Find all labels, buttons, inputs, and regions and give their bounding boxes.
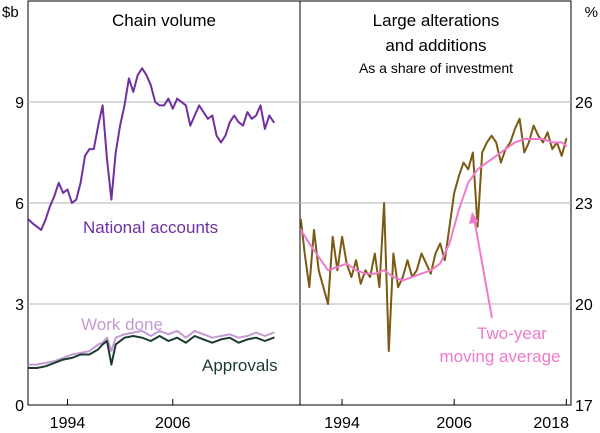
approvals-label: Approvals (202, 356, 278, 375)
right-xtick-2018: 2018 (533, 415, 569, 432)
series-approvals (27, 335, 275, 369)
work-done-label: Work done (81, 315, 163, 334)
national-accounts-label: National accounts (83, 218, 218, 237)
right-panel-title-line2: and additions (385, 36, 486, 55)
series-layer (27, 67, 568, 369)
left-ytick-0: 0 (15, 398, 24, 415)
right-xtick-1994: 1994 (324, 415, 360, 432)
right-xtick-2006: 2006 (436, 415, 472, 432)
left-ytick-3: 3 (15, 297, 24, 314)
moving-average-label-line2: moving average (440, 347, 561, 366)
series-two-year-moving-average (299, 138, 568, 282)
right-ytick-23: 23 (575, 196, 593, 213)
right-ytick-20: 20 (575, 297, 593, 314)
right-ytick-26: 26 (575, 95, 593, 112)
left-ytick-9: 9 (15, 95, 24, 112)
right-panel-title-line1: Large alterations (373, 11, 500, 30)
gridlines (28, 101, 571, 305)
left-xtick-1994: 1994 (50, 415, 86, 432)
right-unit-label: % (585, 4, 598, 21)
moving-average-pointer (473, 217, 493, 319)
left-xtick-2006: 2006 (155, 415, 191, 432)
moving-average-label-line1: Two-year (477, 324, 547, 343)
series-national-accounts (27, 67, 275, 231)
right-ytick-17: 17 (575, 398, 593, 415)
moving-average-pointer-head (469, 212, 479, 224)
series-work-done (27, 329, 275, 366)
left-unit-label: $b (2, 4, 19, 21)
series-large-alterations-and-additions (299, 117, 568, 353)
tick-labels: 0 3 6 9 1994 2006 17 20 23 26 1994 2006 2018 (15, 95, 593, 432)
left-panel-title: Chain volume (112, 11, 216, 30)
right-panel-subtitle: As a share of investment (359, 60, 513, 76)
left-ytick-6: 6 (15, 196, 24, 213)
